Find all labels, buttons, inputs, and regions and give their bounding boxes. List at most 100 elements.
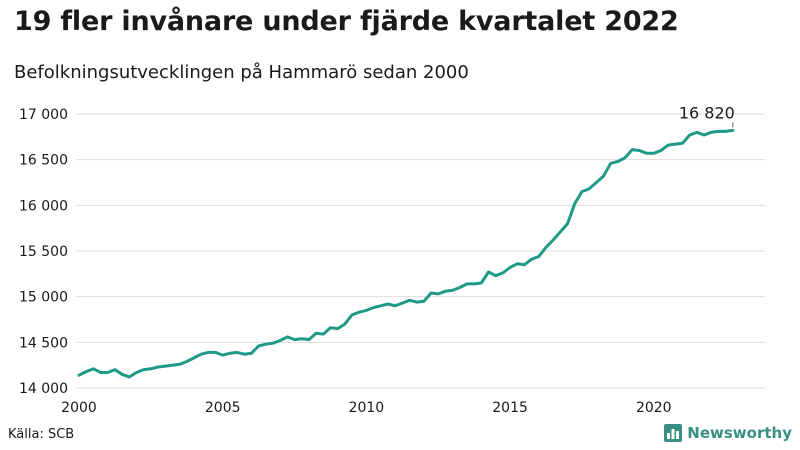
y-tick-label: 16 500 <box>19 153 68 169</box>
bar-chart-icon <box>664 424 683 442</box>
y-tick-label: 14 000 <box>19 381 68 397</box>
data-point <box>113 368 117 371</box>
series-layer <box>77 128 735 379</box>
data-point <box>552 238 555 242</box>
data-point <box>688 133 691 137</box>
data-point <box>437 292 440 296</box>
data-point <box>595 181 598 184</box>
data-point <box>393 304 397 307</box>
y-tick-label: 14 500 <box>19 335 68 351</box>
data-point <box>307 338 311 341</box>
y-axis-ticks: 14 000 14 500 15 000 15 500 16 000 16 500 17 0… <box>19 107 68 397</box>
data-point <box>77 374 81 377</box>
x-axis-ticks: 2000 2005 2010 2015 2020 <box>61 400 671 416</box>
chart-title: 19 fler invånare under fjärde kvartalet … <box>14 6 679 37</box>
data-point <box>731 129 734 132</box>
data-point <box>573 202 576 205</box>
data-point <box>429 291 433 295</box>
data-point <box>516 262 519 265</box>
x-tick-label: 2015 <box>492 400 528 416</box>
data-point <box>379 304 382 307</box>
data-point <box>537 255 540 258</box>
data-point <box>120 373 124 376</box>
data-point <box>451 289 454 292</box>
y-tick-label: 15 500 <box>19 244 68 260</box>
data-point <box>300 337 303 340</box>
data-point <box>724 130 727 133</box>
data-point <box>444 290 447 293</box>
data-point <box>415 300 418 304</box>
data-point <box>221 353 224 357</box>
source-note: Källa: SCB <box>8 427 75 442</box>
data-point <box>207 351 210 354</box>
data-point <box>92 367 95 370</box>
data-point <box>228 352 232 355</box>
data-point <box>365 309 368 312</box>
data-point <box>494 274 497 277</box>
data-point <box>631 148 634 151</box>
data-point <box>199 353 203 356</box>
data-point <box>674 142 677 146</box>
data-point <box>85 370 88 373</box>
data-point <box>106 371 109 374</box>
data-point <box>214 351 217 354</box>
data-point <box>602 174 605 178</box>
data-point <box>156 365 160 369</box>
data-point <box>487 270 490 274</box>
data-point <box>178 363 181 366</box>
data-point <box>171 364 174 367</box>
annotation-layer: 16 820 <box>679 103 735 128</box>
data-point <box>314 332 318 335</box>
data-point <box>350 313 354 317</box>
data-point <box>329 326 332 329</box>
data-point <box>235 351 239 354</box>
brand-name: Newsworthy <box>687 424 792 442</box>
data-point <box>702 133 706 137</box>
data-point <box>358 311 361 314</box>
data-point <box>695 131 699 134</box>
y-tick-label: 15 000 <box>19 290 68 306</box>
data-point <box>587 187 591 191</box>
data-point <box>580 190 584 193</box>
data-point <box>99 371 102 374</box>
x-tick-label: 2005 <box>205 400 241 416</box>
data-point <box>623 156 627 159</box>
data-point <box>264 343 267 346</box>
data-point <box>710 131 713 134</box>
data-point <box>243 353 246 356</box>
data-point <box>142 368 145 371</box>
data-point <box>638 149 641 152</box>
data-point <box>458 286 461 289</box>
chart-subtitle: Befolkningsutvecklingen på Hammarö sedan… <box>14 62 469 83</box>
data-point <box>422 300 426 303</box>
data-point <box>530 258 533 261</box>
y-tick-label: 17 000 <box>19 107 68 123</box>
data-point <box>293 338 296 341</box>
x-tick-label: 2020 <box>636 400 672 416</box>
data-point <box>401 301 404 305</box>
data-point <box>473 282 476 286</box>
data-point <box>343 322 346 326</box>
data-point <box>372 306 375 309</box>
data-point <box>544 246 548 249</box>
data-point <box>336 327 339 330</box>
data-point <box>164 364 167 368</box>
data-point <box>271 342 275 345</box>
data-point <box>616 160 620 163</box>
data-point <box>149 367 152 370</box>
data-point <box>559 230 562 233</box>
y-tick-label: 16 000 <box>19 198 68 214</box>
data-point <box>523 263 526 266</box>
data-point <box>667 143 670 147</box>
data-point <box>386 302 390 306</box>
data-point <box>659 149 663 152</box>
data-point <box>128 375 131 379</box>
data-point <box>717 130 720 133</box>
end-value-label: 16 820 <box>679 103 735 122</box>
data-point <box>250 352 253 355</box>
data-point <box>566 222 569 225</box>
data-point <box>185 360 188 363</box>
data-point <box>257 344 260 348</box>
data-point <box>279 339 282 342</box>
